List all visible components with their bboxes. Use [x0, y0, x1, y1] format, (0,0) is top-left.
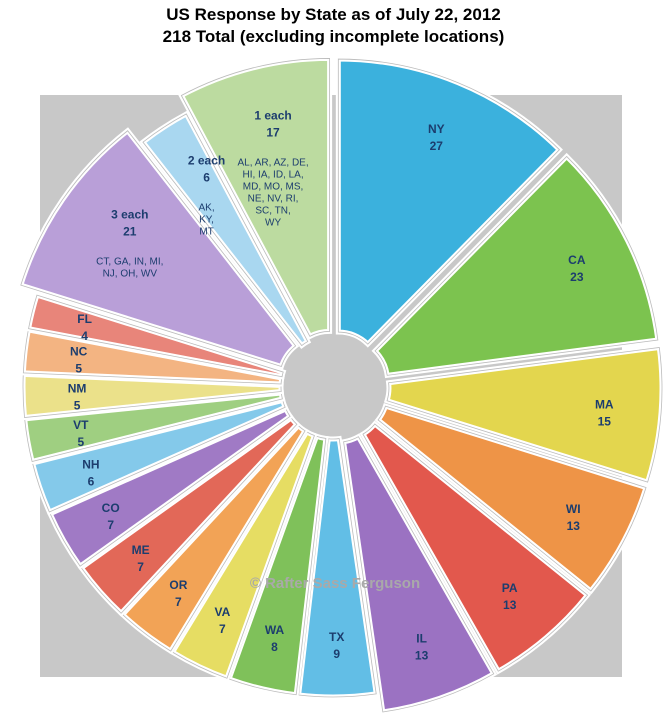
slice-label-2-each: 2 each [188, 153, 225, 167]
pie-slice-outline-ma [386, 347, 663, 483]
slice-label-tx: TX [329, 630, 344, 644]
slice-value-nm: 5 [74, 398, 81, 412]
pie-slice-tx [295, 435, 380, 700]
slice-label-ny: NY [428, 122, 445, 136]
slice-states-1-each-4: SC, TN, [255, 205, 290, 216]
slice-label-ma: MA [595, 398, 614, 412]
pie-slice-wi [374, 402, 650, 595]
slice-value-nh: 6 [88, 474, 95, 488]
slice-value-pa: 13 [503, 598, 517, 612]
slice-value-3-each: 21 [123, 224, 137, 238]
pie-slice-ny [335, 56, 563, 348]
slice-label-va: VA [215, 605, 231, 619]
slice-label-nh: NH [82, 457, 99, 471]
slice-value-il: 13 [415, 648, 429, 662]
pie-slice-outline-wi [377, 405, 647, 592]
slice-value-wa: 8 [271, 640, 278, 654]
slice-label-wi: WI [566, 502, 581, 516]
slice-value-ny: 27 [430, 139, 444, 153]
slice-label-3-each: 3 each [111, 207, 148, 221]
pie-slice-outline-2-each [142, 113, 309, 347]
slice-value-or: 7 [175, 595, 182, 609]
pie-slice-fl [25, 292, 287, 380]
pie-slice-ca [371, 152, 661, 379]
pie-labels: NY 27 CA 23 MA 15 WI 13 PA 13 IL 13 TX 9 WA 8 VA 7 OR 7 ME 7 C… [68, 108, 614, 662]
pie-slice-ma [383, 344, 665, 486]
slice-label-co: CO [102, 501, 120, 515]
slice-label-il: IL [416, 631, 427, 645]
slice-label-ca: CA [568, 253, 586, 267]
slice-value-2-each: 6 [203, 170, 210, 184]
pie-slice-outline-ny [337, 58, 561, 345]
slice-value-wi: 13 [567, 519, 581, 533]
pie-slice-outline-tx [298, 438, 377, 698]
slice-value-ma: 15 [598, 415, 612, 429]
chart-title-block: US Response by State as of July 22, 2012… [0, 4, 667, 48]
slice-states-3-each-0: CT, GA, IN, MI, [96, 256, 163, 267]
slice-value-va: 7 [219, 622, 226, 636]
slice-value-vt: 5 [77, 435, 84, 449]
slice-states-2-each-2: MT [199, 226, 213, 237]
slice-value-fl: 4 [81, 329, 88, 343]
pie-slice-il [340, 433, 498, 715]
slice-value-nc: 5 [75, 362, 82, 376]
slice-states-1-each-5: WY [265, 217, 281, 228]
slice-states-1-each-2: MD, MO, MS, [243, 181, 304, 192]
slice-value-tx: 9 [333, 647, 340, 661]
pie-slice-pa [359, 420, 592, 675]
slice-states-3-each-1: NJ, OH, WV [103, 268, 158, 279]
pie-slices [17, 55, 665, 715]
slice-label-nc: NC [70, 345, 88, 359]
slice-value-1-each: 17 [266, 125, 280, 139]
pie-slice-outline-1-each [180, 58, 331, 337]
slice-states-2-each-0: AK, [198, 202, 214, 213]
slice-label-fl: FL [77, 312, 92, 326]
pie-slice-outline-il [343, 436, 495, 713]
chart-subtitle: 218 Total (excluding incomplete location… [162, 27, 505, 46]
watermark: © Rafter Sass Ferguson [250, 575, 420, 592]
slice-states-2-each-1: KY, [199, 214, 214, 225]
pie-slice-1-each [177, 55, 333, 340]
slice-label-me: ME [132, 543, 150, 557]
slice-states-1-each-3: NE, NV, RI, [248, 193, 299, 204]
slice-states-1-each-0: AL, AR, AZ, DE, [237, 157, 308, 168]
slice-label-wa: WA [265, 623, 285, 637]
slice-value-me: 7 [137, 560, 144, 574]
slice-value-co: 7 [107, 518, 114, 532]
slice-label-pa: PA [502, 581, 518, 595]
pie-slice-outline-3-each [20, 130, 297, 368]
slice-label-nm: NM [68, 381, 87, 395]
slice-label-vt: VT [73, 418, 89, 432]
pie-slice-outline-ca [374, 155, 659, 376]
slice-value-ca: 23 [570, 270, 584, 284]
slice-label-or: OR [169, 578, 187, 592]
pie-slice-outline-fl [28, 294, 284, 378]
pie-slice-2-each [139, 110, 312, 350]
chart-title: US Response by State as of July 22, 2012 [166, 5, 501, 24]
pie-slice-outline-pa [362, 423, 589, 672]
pie-slice-3-each [17, 127, 300, 370]
slice-states-1-each-1: HI, IA, ID, LA, [242, 169, 303, 180]
slice-label-1-each: 1 each [254, 108, 291, 122]
